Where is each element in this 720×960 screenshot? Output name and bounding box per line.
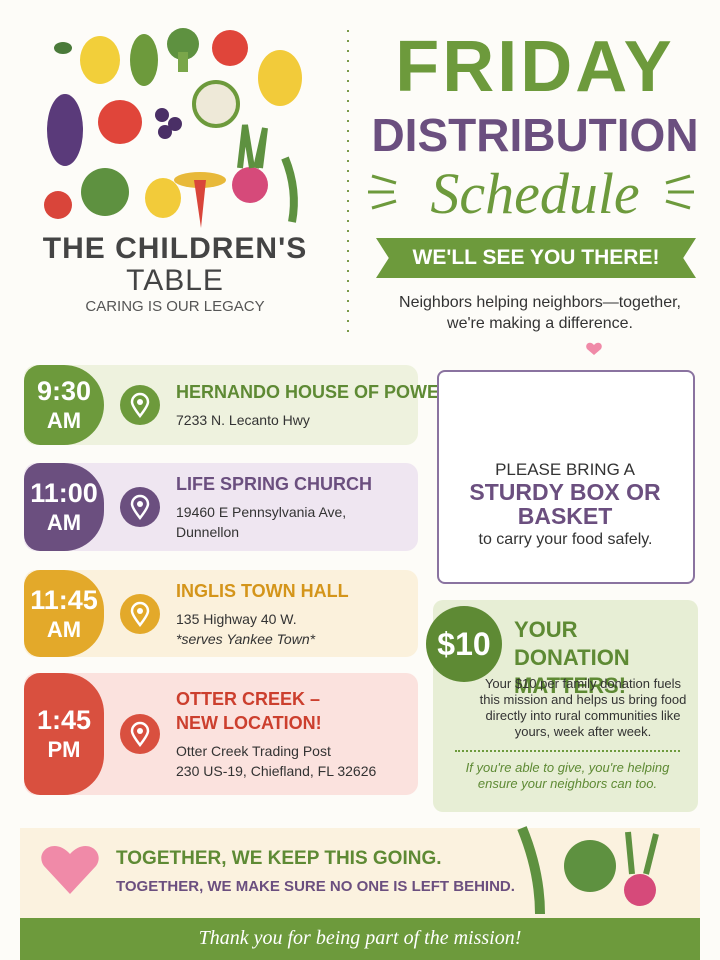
time-badge: 11:45 AM (24, 570, 104, 657)
stop-period: AM (46, 616, 82, 642)
pin-icon (120, 385, 160, 425)
time-badge: 1:45 PM (24, 673, 104, 795)
closing-line: TOGETHER, WE KEEP THIS GOING. (116, 848, 442, 869)
pin-icon (120, 593, 160, 634)
pin-icon (120, 714, 160, 754)
heart-icon (41, 845, 99, 894)
stop-time: 11:45 (30, 584, 98, 615)
basket-text: PLEASE BRING A (495, 460, 635, 479)
stop-name: OTTER CREEK – (176, 689, 321, 709)
stop-note: *serves Yankee Town* (176, 630, 316, 647)
pin-icon (120, 487, 160, 527)
stop-period: AM (46, 510, 82, 535)
stop-period: AM (46, 408, 82, 433)
stop-address: Dunnellon (176, 524, 240, 540)
stop-address: 19460 E Pennsylvania Ave, (176, 504, 347, 520)
org-name: THE CHILDREN'S (42, 232, 308, 265)
heart-icon (586, 342, 602, 355)
title-flourish (368, 174, 694, 210)
vegetables (44, 28, 302, 228)
time-badge: 9:30 AM (24, 365, 104, 445)
donation-body: Your $10 per family donation fuels this … (479, 676, 687, 739)
time-badge: 11:00 AM (24, 463, 104, 551)
donation-amount: $10 (426, 606, 502, 682)
intro-text: Neighbors helping neighbors—together, we… (399, 294, 681, 332)
stop-time: 11:00 (30, 478, 98, 508)
tagline: CARING IS OUR LEGACY (85, 298, 265, 315)
title-line: FRIDAY (395, 27, 675, 107)
basket-text: to carry your food safely. (478, 531, 653, 548)
donation-heading: YOUR DONATION MATTERS! (514, 617, 630, 698)
pin-icon (120, 385, 160, 425)
stop-name: NEW LOCATION! (176, 713, 322, 733)
stop-name: LIFE SPRING CHURCH (176, 474, 373, 494)
stop-address: Otter Creek Trading Post (176, 743, 331, 759)
pin-icon (120, 487, 160, 527)
title-script: Schedule (430, 161, 640, 226)
basket-emphasis: STURDY BOX OR BASKET (469, 479, 661, 529)
stop-address: 230 US-19, Chiefland, FL 32626 (176, 763, 377, 779)
org-name: TABLE (126, 264, 224, 297)
footer: Thank you for being part of the mission! (20, 918, 700, 960)
stop-period: PM (47, 737, 81, 762)
closing-line: TOGETHER, WE MAKE SURE NO ONE IS LEFT BE… (116, 878, 515, 895)
stop-name: INGLIS TOWN HALL (176, 580, 349, 601)
stop-time: 1:45 (36, 705, 92, 735)
separator (455, 750, 680, 752)
title-line: DISTRIBUTION (371, 109, 699, 161)
basket-box (437, 370, 695, 584)
stop-time: 9:30 (36, 376, 92, 406)
stop-address: 7233 N. Lecanto Hwy (176, 412, 310, 428)
vegetables (517, 826, 659, 915)
stop-name: HERNANDO HOUSE OF POWER (176, 382, 453, 402)
stop-address: 135 Highway 40 W. (176, 610, 297, 627)
banner: WE'LL SEE YOU THERE! (376, 238, 696, 278)
pin-icon (120, 714, 160, 754)
pin-icon (120, 593, 160, 634)
donation-closing: If you're able to give, you're helping e… (465, 760, 670, 791)
